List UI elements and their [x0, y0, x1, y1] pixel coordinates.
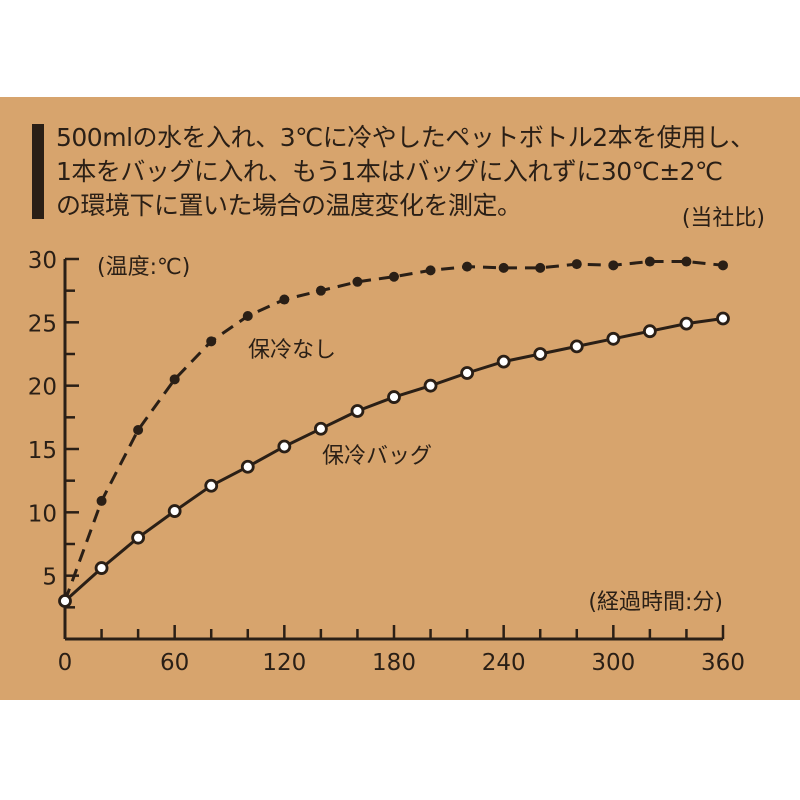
- data-point-cooling-bag: [387, 390, 401, 404]
- series-line-no-cooling: [63, 260, 724, 602]
- comparison-note: (当社比): [682, 206, 765, 231]
- data-point-no-cooling: [718, 260, 728, 271]
- data-point-no-cooling: [242, 311, 253, 321]
- y-tick-label: 15: [28, 438, 57, 464]
- series-label-cooling-bag: 保冷バッグ: [322, 444, 432, 469]
- data-point-cooling-bag: [58, 594, 72, 608]
- data-point-cooling-bag: [496, 354, 511, 369]
- data-point-no-cooling: [425, 265, 436, 276]
- data-point-no-cooling: [498, 262, 509, 273]
- x-tick-label: 60: [160, 650, 189, 676]
- data-point-cooling-bag: [313, 421, 328, 436]
- data-point-cooling-bag: [204, 478, 219, 493]
- data-point-cooling-bag: [716, 311, 730, 326]
- data-point-cooling-bag: [569, 339, 584, 354]
- x-tick-label: 300: [591, 650, 635, 676]
- data-point-no-cooling: [352, 276, 363, 287]
- x-tick-label: 360: [701, 650, 745, 676]
- y-tick-label: 25: [28, 311, 57, 337]
- y-tick-label: 30: [28, 248, 57, 274]
- y-tick-label: 10: [28, 501, 57, 527]
- data-point-no-cooling: [315, 285, 326, 296]
- data-point-cooling-bag: [94, 561, 109, 575]
- data-point-no-cooling: [681, 256, 692, 267]
- x-tick-label: 180: [372, 650, 416, 676]
- y-axis-label: (温度:℃): [97, 255, 190, 280]
- x-tick-label: 240: [482, 650, 526, 676]
- description-line-2: 1本をバッグに入れ、もう1本はバッグに入れずに30℃±2℃: [56, 157, 723, 186]
- data-point-cooling-bag: [240, 459, 255, 474]
- x-axis-label: (経過時間:分): [588, 590, 723, 615]
- data-point-no-cooling: [206, 336, 217, 347]
- description-line-3: の環境下に置いた場合の温度変化を測定。: [56, 191, 522, 220]
- data-point-no-cooling: [279, 294, 290, 305]
- data-point-no-cooling: [535, 262, 546, 273]
- data-point-cooling-bag: [606, 331, 621, 346]
- data-point-cooling-bag: [350, 404, 365, 418]
- x-tick-label: 0: [58, 650, 73, 676]
- description-marker-bar: [32, 124, 44, 219]
- data-point-no-cooling: [571, 259, 582, 270]
- x-tick-label: 120: [262, 650, 306, 676]
- data-point-no-cooling: [608, 260, 619, 271]
- y-tick-label: 5: [42, 565, 57, 591]
- data-point-no-cooling: [96, 495, 107, 506]
- description-line-1: 500mlの水を入れ、3℃に冷やしたペットボトル2本を使用し、: [56, 123, 755, 152]
- data-point-cooling-bag: [423, 378, 438, 393]
- data-point-no-cooling: [389, 271, 399, 282]
- data-point-cooling-bag: [533, 347, 548, 361]
- data-point-cooling-bag: [131, 530, 146, 545]
- data-point-cooling-bag: [460, 366, 475, 380]
- data-point-cooling-bag: [642, 324, 657, 339]
- series-label-no-cooling: 保冷なし: [248, 338, 336, 363]
- data-point-cooling-bag: [679, 316, 694, 331]
- data-point-no-cooling: [462, 261, 473, 272]
- y-tick-label: 20: [28, 375, 57, 401]
- data-point-cooling-bag: [277, 439, 292, 454]
- data-point-no-cooling: [133, 425, 144, 435]
- data-point-no-cooling: [169, 374, 180, 385]
- data-point-no-cooling: [644, 256, 655, 267]
- data-point-cooling-bag: [167, 504, 182, 518]
